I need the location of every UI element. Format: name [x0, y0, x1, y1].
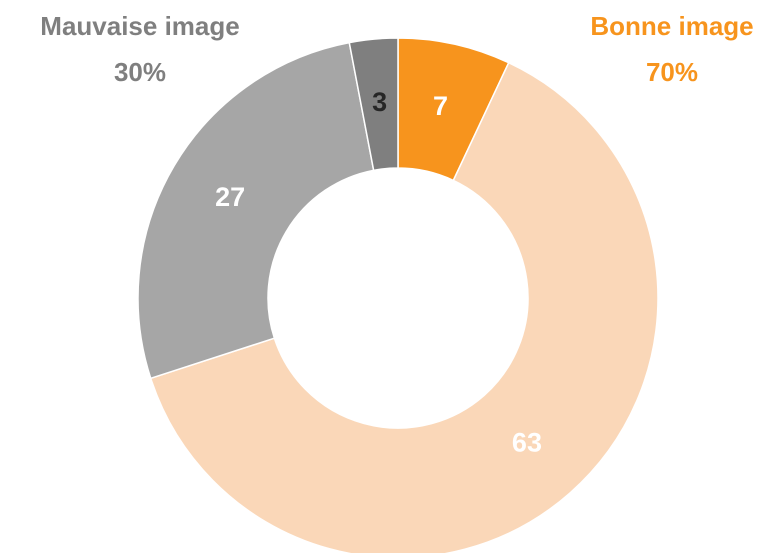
slice-label: 7	[433, 91, 448, 121]
slice-label: 63	[512, 427, 542, 457]
slice-label: 3	[372, 87, 387, 117]
group-name: Mauvaise image	[40, 11, 239, 41]
group-value: 30%	[114, 57, 166, 87]
group-name: Bonne image	[590, 11, 753, 41]
group-value: 70%	[646, 57, 698, 87]
donut-slice	[149, 61, 659, 553]
donut-slice	[137, 41, 375, 380]
slice-label: 27	[215, 182, 245, 212]
donut-slice	[348, 37, 399, 172]
